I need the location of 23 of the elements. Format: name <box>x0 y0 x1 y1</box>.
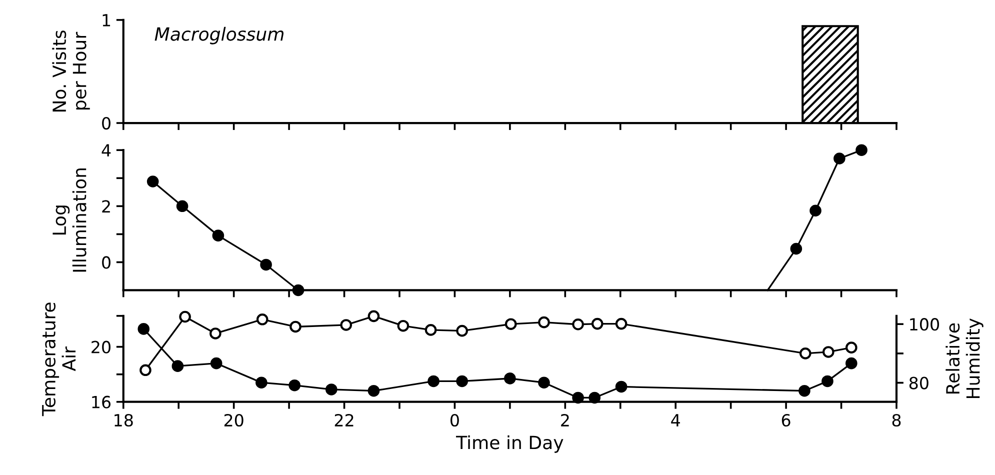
y-tick-label: 4 <box>102 144 111 156</box>
x-tick-label: 2 <box>561 414 569 426</box>
y-axis-title: Temperature Air <box>42 302 76 416</box>
y-axis-title: Log Illumination <box>52 168 86 272</box>
x-tick-label: 18 <box>114 414 133 427</box>
x-tick-label: 4 <box>671 414 680 426</box>
y-tick-label: 16 <box>92 396 111 408</box>
x-tick-label: 22 <box>334 414 354 426</box>
y-tick-label: 20 <box>92 340 110 354</box>
x-tick-label: 8 <box>892 414 901 427</box>
y-tick-label: 0 <box>102 256 110 269</box>
x-tick-label: 20 <box>224 414 244 427</box>
y-tick-label: 0 <box>102 116 110 130</box>
x-tick-label: 6 <box>782 414 790 427</box>
y2-axis-title: Relative Humidity <box>946 318 984 398</box>
y-tick-label: 1 <box>102 14 110 26</box>
x-tick-label: 0 <box>450 414 459 427</box>
y-axis-title: No. Visits per Hour <box>52 30 90 112</box>
y2-tick-label: 100 <box>910 318 940 331</box>
y-tick-label: 2 <box>102 200 110 212</box>
x-axis-title: Time in Day <box>456 435 564 453</box>
annotation: Macroglossum <box>154 26 284 44</box>
y2-tick-label: 80 <box>909 376 928 390</box>
